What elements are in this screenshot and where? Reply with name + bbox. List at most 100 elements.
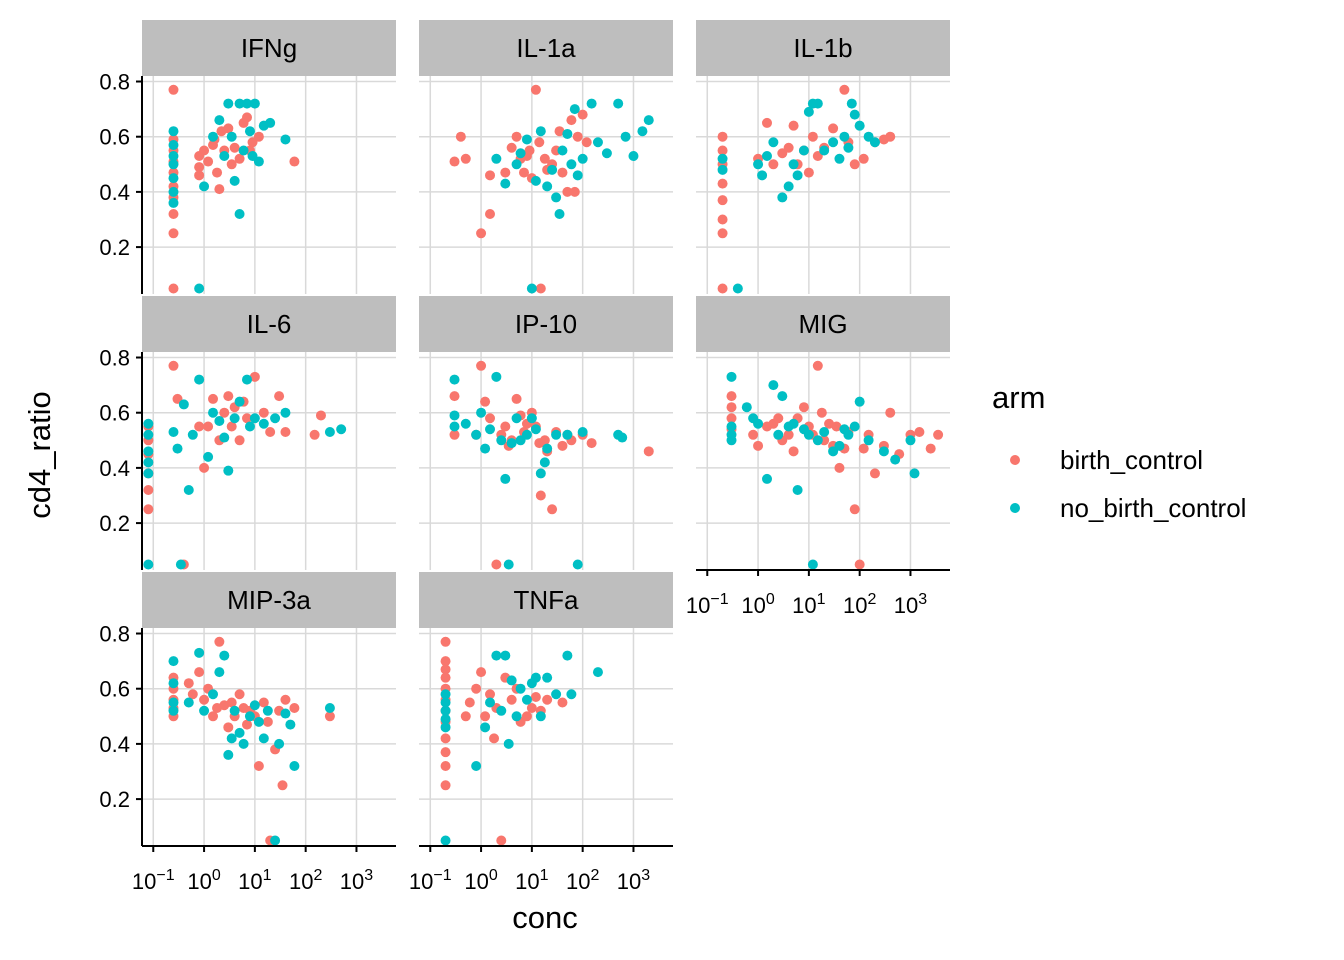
data-point-no-birth-control (562, 128, 573, 139)
data-point-no-birth-control (242, 374, 253, 385)
x-tick-exponent: 2 (313, 867, 322, 884)
data-point-birth-control (234, 689, 245, 700)
data-point-birth-control (223, 722, 234, 733)
x-tick-base: 10 (741, 593, 765, 618)
data-point-birth-control (511, 131, 522, 142)
x-tick-base: 10 (617, 869, 641, 894)
data-point-no-birth-control (485, 424, 496, 435)
data-point-no-birth-control (577, 153, 588, 164)
legend-key-no-birth-control (1010, 503, 1020, 513)
legend-label: birth_control (1060, 445, 1203, 475)
data-points (143, 360, 347, 570)
data-point-no-birth-control (194, 283, 205, 294)
data-point-no-birth-control (491, 371, 502, 382)
facet-strip (142, 572, 396, 628)
data-point-birth-control (524, 145, 535, 156)
data-point-birth-control (214, 636, 225, 647)
data-point-no-birth-control (834, 153, 845, 164)
data-point-birth-control (253, 760, 264, 771)
data-point-no-birth-control (168, 656, 179, 667)
x-tick-label: 102 (566, 867, 599, 894)
data-point-birth-control (274, 391, 285, 402)
data-point-birth-control (798, 402, 809, 413)
x-tick-exponent: −1 (156, 867, 174, 884)
data-point-birth-control (440, 656, 451, 667)
x-tick-base: 10 (340, 869, 364, 894)
data-point-birth-control (289, 156, 300, 167)
data-point-no-birth-control (168, 705, 179, 716)
data-point-no-birth-control (214, 415, 225, 426)
data-point-birth-control (717, 195, 728, 206)
facet-strip (419, 20, 673, 76)
data-point-no-birth-control (168, 173, 179, 184)
data-point-birth-control (485, 170, 496, 181)
data-point-birth-control (506, 142, 517, 153)
data-points (168, 84, 300, 294)
data-point-no-birth-control (172, 443, 183, 454)
data-point-no-birth-control (762, 473, 773, 484)
data-point-birth-control (265, 427, 276, 438)
data-point-no-birth-control (219, 432, 230, 443)
data-point-no-birth-control (535, 468, 546, 479)
data-point-birth-control (208, 393, 219, 404)
data-point-no-birth-control (244, 421, 255, 432)
y-tick-label: 0.6 (99, 401, 130, 426)
data-point-no-birth-control (637, 126, 648, 137)
data-point-birth-control (277, 780, 288, 791)
data-point-birth-control (234, 435, 245, 446)
grid-lines (142, 352, 396, 570)
facet-strip-label: MIG (798, 309, 847, 339)
data-point-no-birth-control (226, 131, 237, 142)
data-point-no-birth-control (175, 559, 186, 570)
data-point-birth-control (214, 184, 225, 195)
data-point-no-birth-control (270, 835, 281, 846)
data-point-no-birth-control (168, 197, 179, 208)
data-point-birth-control (208, 711, 219, 722)
data-point-birth-control (569, 186, 580, 197)
data-point-no-birth-control (613, 98, 624, 109)
data-point-no-birth-control (542, 443, 553, 454)
data-point-no-birth-control (726, 371, 737, 382)
y-tick-label: 0.4 (99, 456, 130, 481)
data-point-birth-control (440, 747, 451, 758)
x-tick-exponent: 3 (918, 591, 927, 608)
x-tick-exponent: 1 (540, 867, 549, 884)
data-point-no-birth-control (187, 429, 198, 440)
data-point-birth-control (226, 697, 237, 708)
data-point-no-birth-control (485, 697, 496, 708)
facet-strip (142, 20, 396, 76)
data-point-no-birth-control (566, 689, 577, 700)
data-point-birth-control (253, 131, 264, 142)
data-point-no-birth-control (592, 667, 603, 678)
facet-panel-mip-3a: MIP-3a0.20.40.60.810−1 100 101 102 103 (99, 572, 396, 894)
data-point-no-birth-control (234, 396, 245, 407)
data-point-birth-control (717, 228, 728, 239)
data-point-birth-control (289, 703, 300, 714)
data-point-no-birth-control (592, 137, 603, 148)
data-points (726, 360, 944, 570)
data-point-no-birth-control (280, 134, 291, 145)
x-tick-label: 10−1 (132, 867, 175, 894)
data-point-birth-control (280, 427, 291, 438)
data-point-birth-control (476, 667, 487, 678)
data-point-no-birth-control (562, 429, 573, 440)
data-points (440, 636, 603, 846)
data-point-birth-control (324, 711, 335, 722)
data-point-birth-control (234, 153, 245, 164)
data-point-birth-control (229, 142, 240, 153)
data-point-no-birth-control (849, 421, 860, 432)
data-point-no-birth-control (471, 429, 482, 440)
data-point-birth-control (933, 429, 944, 440)
data-point-birth-control (858, 153, 869, 164)
facet-panel-il-1a: IL-1a (419, 20, 673, 294)
data-point-no-birth-control (440, 722, 451, 733)
data-point-no-birth-control (849, 109, 860, 120)
x-tick-label: 100 (187, 867, 220, 894)
data-point-no-birth-control (214, 115, 225, 126)
data-point-birth-control (476, 228, 487, 239)
data-point-birth-control (717, 178, 728, 189)
data-point-birth-control (309, 429, 320, 440)
data-point-no-birth-control (726, 421, 737, 432)
data-point-birth-control (586, 438, 597, 449)
legend-key-birth-control (1010, 455, 1020, 465)
